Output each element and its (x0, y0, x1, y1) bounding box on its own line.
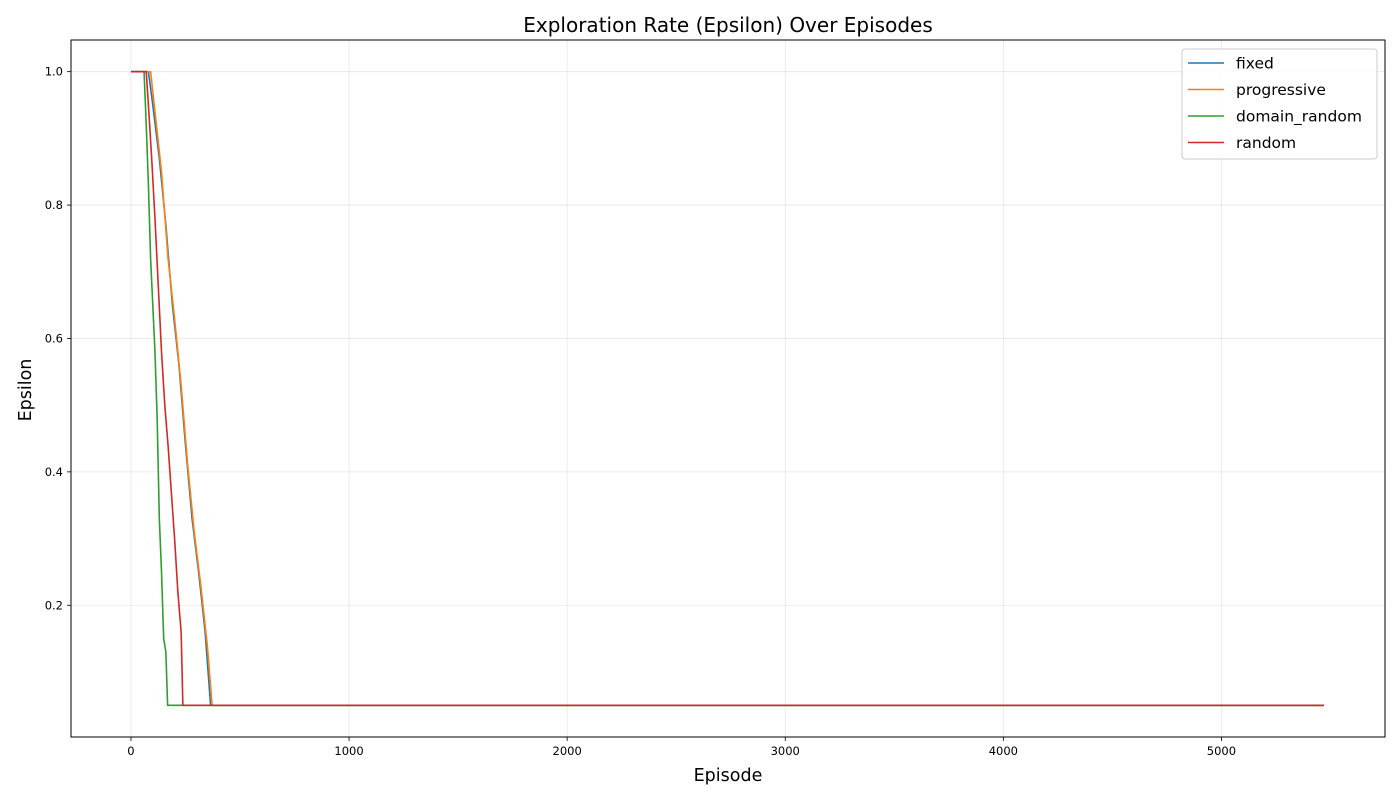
x-tick-label: 3000 (771, 744, 800, 758)
legend-label-progressive: progressive (1236, 81, 1326, 99)
legend-label-domain_random: domain_random (1236, 108, 1362, 127)
x-tick-label: 0 (127, 744, 134, 758)
x-axis-title: Episode (694, 766, 763, 786)
legend-box (1181, 48, 1378, 160)
x-tick-label: 1000 (334, 744, 363, 758)
grid (71, 40, 1385, 737)
y-axis-title: Epsilon (16, 359, 36, 422)
series-lines (130, 70, 1324, 707)
legend-label-fixed: fixed (1236, 55, 1274, 73)
y-tick-label: 0.4 (45, 465, 63, 479)
x-tick-label: 4000 (989, 744, 1018, 758)
series-line-progressive (130, 70, 1324, 707)
y-tick-label: 0.8 (45, 198, 63, 212)
y-tick-label: 1.0 (45, 65, 63, 79)
legend-label-random: random (1236, 134, 1296, 152)
chart-title: Exploration Rate (Epsilon) Over Episodes (523, 13, 933, 37)
y-tick-label: 0.2 (45, 598, 63, 612)
series-line-domain_random (130, 70, 1324, 707)
y-tick-label: 0.6 (45, 331, 63, 345)
x-tick-label: 5000 (1207, 744, 1236, 758)
series-line-random (130, 70, 1324, 707)
y-axis: 0.2 0.4 0.6 0.8 1.0 (45, 65, 71, 612)
x-tick-label: 2000 (553, 744, 582, 758)
x-axis: 0 1000 2000 3000 4000 5000 (127, 737, 1236, 758)
plot-frame (70, 39, 1386, 738)
